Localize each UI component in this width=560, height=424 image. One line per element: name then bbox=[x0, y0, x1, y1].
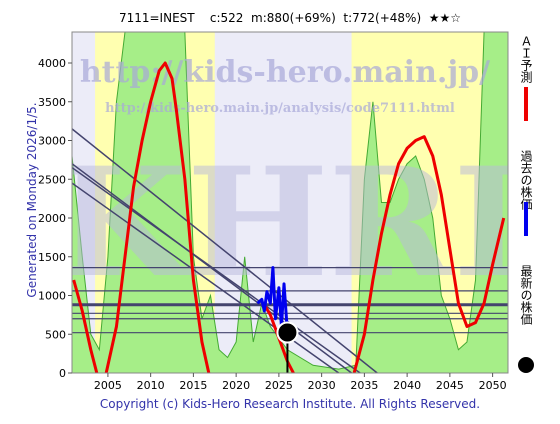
legend-label: ＡＩ予測 bbox=[519, 35, 533, 84]
watermark: http://kids-hero.main.jp/analysis/code71… bbox=[105, 101, 455, 116]
legend-label: 最新の株価 bbox=[519, 265, 533, 325]
watermark: KHRI bbox=[57, 135, 524, 311]
y-tick-label: 2500 bbox=[38, 173, 66, 186]
watermark: http://kids-hero.main.jp/ bbox=[80, 55, 490, 90]
plot: KHRI http://kids-hero.main.jp/http://kids… bbox=[57, 32, 524, 373]
x-tick-label: 2025 bbox=[265, 379, 293, 392]
y-tick-label: 500 bbox=[45, 328, 66, 341]
legend-label: 過去の株価 bbox=[519, 150, 533, 210]
x-tick-label: 2045 bbox=[436, 379, 464, 392]
x-tick-label: 2005 bbox=[94, 379, 122, 392]
x-tick-label: 2020 bbox=[222, 379, 250, 392]
series-line bbox=[256, 266, 289, 333]
y-tick-label: 1000 bbox=[38, 290, 66, 303]
x-tick-label: 2040 bbox=[393, 379, 421, 392]
series-line bbox=[72, 61, 506, 373]
side-note: Generated on Monday 2026/1/5. bbox=[25, 102, 39, 297]
area bbox=[72, 32, 508, 373]
x-tick-label: 2015 bbox=[179, 379, 207, 392]
latest-point bbox=[276, 321, 299, 344]
y-tick-label: 1500 bbox=[38, 251, 66, 264]
plot-frame bbox=[71, 31, 509, 374]
trend-line bbox=[72, 167, 361, 373]
y-tick-label: 2000 bbox=[38, 212, 66, 225]
x-tick-label: 2050 bbox=[479, 379, 507, 392]
trend-line bbox=[72, 182, 340, 373]
y-tick-label: 3500 bbox=[38, 96, 66, 109]
legend-swatch bbox=[518, 357, 534, 373]
y-tick-label: 4000 bbox=[38, 57, 66, 70]
y-tick-label: 0 bbox=[59, 367, 66, 380]
x-tick-label: 2010 bbox=[137, 379, 165, 392]
y-tick-label: 3000 bbox=[38, 135, 66, 148]
x-tick-label: 2035 bbox=[350, 379, 378, 392]
trend-line bbox=[72, 163, 353, 373]
trend-line bbox=[72, 128, 378, 373]
chart-title: 7111=INEST c:522 m:880(+69%) t:772(+48%)… bbox=[119, 11, 461, 25]
copyright: Copyright (c) Kids-Hero Research Institu… bbox=[100, 397, 480, 411]
x-tick-label: 2030 bbox=[308, 379, 336, 392]
